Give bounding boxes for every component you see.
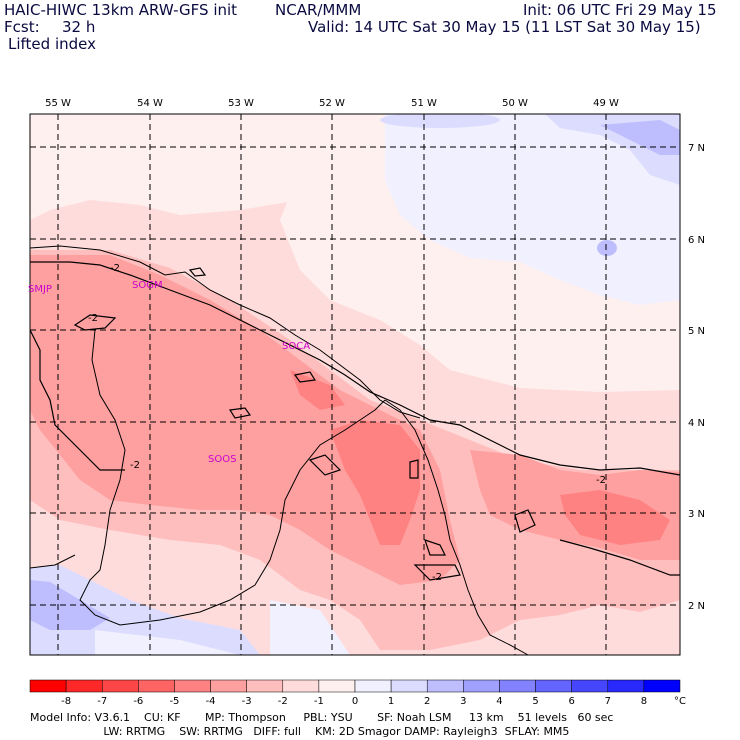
contour-label: -2 (596, 475, 606, 486)
colorbar-tick-label: 1 (388, 696, 394, 707)
contour-label: -2 (88, 313, 98, 324)
colorbar-tick-label: -1 (314, 696, 324, 707)
lon-label: 53 W (228, 98, 254, 109)
contour-label: -2 (130, 460, 140, 471)
station-soos: SOOS (208, 454, 236, 465)
station-soca: SOCA (282, 341, 310, 352)
lat-label: 7 N (688, 143, 705, 154)
center-label: NCAR/MMM (275, 1, 362, 19)
lon-label: 52 W (319, 98, 345, 109)
colorbar-swatch (571, 679, 609, 693)
colorbar-swatch (426, 679, 464, 693)
colorbar-tick-label: 0 (352, 696, 358, 707)
colorbar-swatch (607, 679, 645, 693)
contour-minus2 (29, 261, 681, 581)
contour-label: -2 (110, 263, 120, 274)
colorbar-tick-label: -8 (61, 696, 71, 707)
lat-label: 4 N (688, 418, 705, 429)
colorbar-tick-label: 5 (532, 696, 538, 707)
colorbar-tick-label: 3 (460, 696, 466, 707)
field-name: Lifted index (8, 35, 96, 53)
lon-label: 55 W (45, 98, 71, 109)
colorbar-tick-label: 2 (424, 696, 430, 707)
lon-label: 50 W (502, 98, 528, 109)
model-title: HAIC-HIWC 13km ARW-GFS init (4, 1, 238, 19)
colorbar-tick-label: 4 (496, 696, 502, 707)
init-time: Init: 06 UTC Fri 29 May 15 (523, 1, 717, 19)
model-info-line2: LW: RRTMG SW: RRTMG DIFF: full KM: 2D Sm… (30, 725, 570, 738)
coastlines-borders (29, 245, 529, 656)
colorbar-ticks: -8 -7 -6 -5 -4 -3 -2 -1 0 1 2 3 4 5 6 7 8 (61, 696, 647, 707)
colorbar-tick-label: -3 (242, 696, 252, 707)
lat-label: 2 N (688, 601, 705, 612)
colorbar-tick-label: -4 (206, 696, 216, 707)
colorbar-swatch (138, 679, 175, 693)
model-info-line1: Model Info: V3.6.1 CU: KF MP: Thompson P… (30, 711, 614, 724)
colorbar-swatch (210, 679, 247, 693)
colorbar-swatch (318, 679, 356, 693)
station-smjp: SMJP (28, 284, 52, 295)
contour-label: -2 (432, 572, 442, 583)
colorbar-tick-label: 7 (605, 696, 611, 707)
station-sogm: SOGM (132, 280, 163, 291)
colorbar-tick-label: -6 (133, 696, 143, 707)
lon-label: 54 W (137, 98, 163, 109)
valid-time: Valid: 14 UTC Sat 30 May 15 (11 LST Sat … (308, 18, 701, 36)
lon-label: 49 W (593, 98, 619, 109)
colorbar-swatch (246, 679, 284, 693)
lat-label: 6 N (688, 235, 705, 246)
colorbar-swatch (499, 679, 536, 693)
colorbar-swatch (463, 679, 500, 693)
colorbar-unit: °C (674, 696, 686, 707)
fcst-value: 32 h (62, 18, 96, 36)
colorbar-swatch (29, 679, 67, 693)
colorbar-tick-label: -5 (169, 696, 179, 707)
colorbar-swatch (65, 679, 103, 693)
colorbar-tick-label: -2 (278, 696, 288, 707)
colorbar-swatch (535, 679, 572, 693)
fcst-label: Fcst: (4, 18, 40, 36)
lon-label: 51 W (411, 98, 437, 109)
colorbar-tick-label: 8 (641, 696, 647, 707)
colorbar-swatch (354, 679, 392, 693)
colorbar-swatch (390, 679, 428, 693)
colorbar-swatch (101, 679, 139, 693)
colorbar-swatch (174, 679, 211, 693)
lat-label: 5 N (688, 326, 705, 337)
colorbar-swatch (282, 679, 320, 693)
colorbar (29, 679, 681, 693)
colorbar-swatch (643, 679, 681, 693)
shaded-field (30, 114, 680, 655)
colorbar-tick-label: 6 (568, 696, 574, 707)
colorbar-tick-label: -7 (97, 696, 107, 707)
lat-label: 3 N (688, 509, 705, 520)
lat-lon-grid (30, 114, 680, 655)
